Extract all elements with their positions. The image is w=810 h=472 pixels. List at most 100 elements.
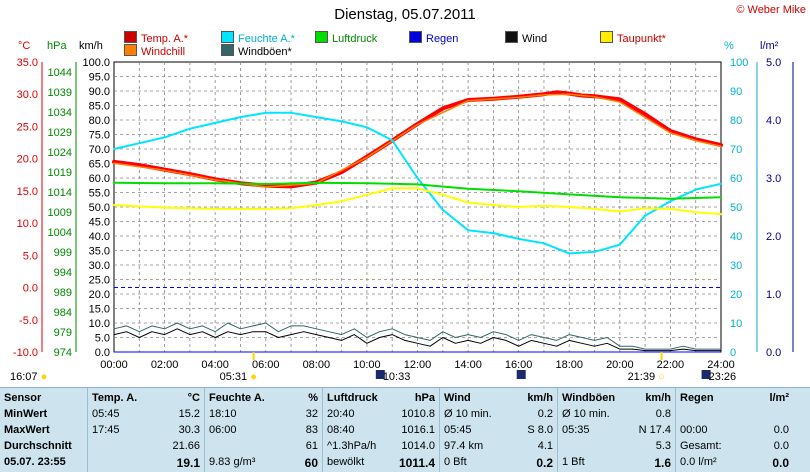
gust-max-time: 05:35 (562, 424, 590, 436)
tick-wind: 30.0 (89, 260, 110, 272)
event-marker-moonset2 (701, 370, 711, 379)
legend-swatch (221, 31, 234, 43)
tick-x: 14:00 (454, 359, 482, 371)
press-head: Luftdruck (327, 392, 378, 404)
legend-swatch (505, 31, 518, 43)
legend-swatch (124, 31, 137, 43)
legend-item: Taupunkt* (600, 31, 666, 45)
tick-press: 1024 (48, 147, 72, 159)
legend-label: Taupunkt* (617, 33, 666, 45)
legend-item: Windböen* (221, 44, 292, 58)
tick-press: 1004 (48, 227, 72, 239)
press-max-time: 08:40 (327, 424, 355, 436)
legend-label: Regen (426, 33, 459, 45)
legend-swatch (409, 31, 422, 43)
tick-temp: -10.0 (13, 347, 38, 359)
tick-wind: 35.0 (89, 246, 110, 258)
tick-press: 979 (54, 327, 72, 339)
tick-x: 02:00 (151, 359, 179, 371)
tick-temp: 5.0 (23, 250, 38, 262)
legend-item: Feuchte A.* (221, 31, 295, 45)
tick-rain: 0.0 (766, 347, 781, 359)
press-forecast: bewölkt (327, 456, 365, 468)
hum-min-time: 18:10 (209, 408, 237, 420)
axis-head-temp: °C (18, 40, 31, 52)
temp-min-value: 15.2 (178, 408, 200, 420)
wind-max-value: S 8.0 (527, 424, 553, 436)
legend-swatch (600, 31, 613, 43)
tick-x: 00:00 (100, 359, 128, 371)
temp-avg-value: 21.66 (172, 440, 200, 452)
tick-hum: 100 (730, 57, 748, 69)
event-label-sunset: 21:39 ○ (628, 371, 665, 383)
tick-wind: 85.0 (89, 101, 110, 113)
tick-wind: 45.0 (89, 217, 110, 229)
event-time: 23:26 (708, 371, 737, 383)
rain-total-value: 0.0 (773, 440, 789, 452)
gust-avg-value: 5.3 (655, 440, 671, 452)
tick-press: 989 (54, 287, 72, 299)
press-unit: hPa (414, 392, 435, 404)
tick-hum: 0 (730, 347, 736, 359)
tick-hum: 60 (730, 173, 742, 185)
tick-rain: 4.0 (766, 115, 781, 127)
series-taupunkt (113, 187, 722, 216)
axis-head-hum: % (724, 40, 734, 52)
col-sensor: Sensor MinWert MaxWert Durchschnitt 05.0… (0, 388, 88, 472)
tick-x: 06:00 (252, 359, 280, 371)
row-label-avg: Durchschnitt (4, 440, 72, 452)
tick-rain: 3.0 (766, 173, 781, 185)
tick-temp: 0.0 (23, 283, 38, 295)
temp-max-time: 17:45 (92, 424, 120, 436)
rain-unit: l/m² (769, 392, 789, 404)
tick-press: 1029 (48, 127, 72, 139)
tick-press: 974 (54, 347, 72, 359)
legend-label: Wind (522, 33, 548, 45)
hum-abs-value: 9.83 g/m³ (209, 456, 256, 468)
tick-wind: 65.0 (89, 159, 110, 171)
temp-min-time: 05:45 (92, 408, 120, 420)
event-label-moonset2: 23:26 (709, 371, 737, 383)
tick-wind: 0.0 (95, 347, 110, 359)
wind-min-value: 0.2 (537, 408, 553, 420)
tick-hum: 10 (730, 318, 742, 330)
col-temp: Temp. A. °C 05:45 15.2 17:45 30.3 21.66 19.… (88, 388, 205, 472)
tick-wind: 25.0 (89, 275, 110, 287)
gust-min-note: Ø 10 min. (562, 408, 610, 420)
tick-press: 984 (54, 307, 72, 319)
rain-max-value: 0.0 (773, 424, 789, 436)
wind-distance: 97.4 km (444, 440, 484, 452)
sun-icon: ● (247, 371, 257, 383)
tick-wind: 90.0 (89, 86, 110, 98)
event-time: 16:07 (10, 371, 38, 383)
hum-max-time: 06:00 (209, 424, 237, 436)
press-trend: ^1.3hPa/h (327, 440, 377, 452)
series-feuchte-a (113, 111, 722, 255)
tick-hum: 30 (730, 260, 742, 272)
tick-temp: 15.0 (17, 186, 38, 198)
row-label-min: MinWert (4, 408, 48, 420)
gust-head: Windböen (562, 392, 616, 404)
event-marker-moonset (516, 370, 526, 379)
rain-rate: 0.0 l/m² (680, 456, 717, 468)
rain-max-time: 00:00 (680, 424, 708, 436)
legend-item: Temp. A.* (124, 31, 188, 45)
tick-temp: 35.0 (17, 57, 38, 69)
hum-avg-value: 61 (305, 440, 318, 452)
axis-head-rain: l/m² (760, 40, 779, 52)
tick-wind: 55.0 (89, 188, 110, 200)
wind-unit: km/h (527, 392, 553, 404)
tick-hum: 50 (730, 202, 742, 214)
event-label-moonrise: 10:33 (383, 371, 411, 383)
gust-min-value: 0.8 (655, 408, 671, 420)
tick-x: 12:00 (404, 359, 432, 371)
temp-unit: °C (187, 392, 200, 404)
tick-hum: 70 (730, 144, 742, 156)
tick-wind: 75.0 (89, 130, 110, 142)
wind-min-note: Ø 10 min. (444, 408, 492, 420)
col-gust: Windböen km/h Ø 10 min. 0.8 05:35 N 17.4 5.… (558, 388, 676, 472)
legend-label: Luftdruck (332, 33, 378, 45)
legend-label: Temp. A.* (141, 33, 189, 45)
tick-wind: 60.0 (89, 173, 110, 185)
credit-label[interactable]: © Weber Mike (736, 4, 806, 16)
